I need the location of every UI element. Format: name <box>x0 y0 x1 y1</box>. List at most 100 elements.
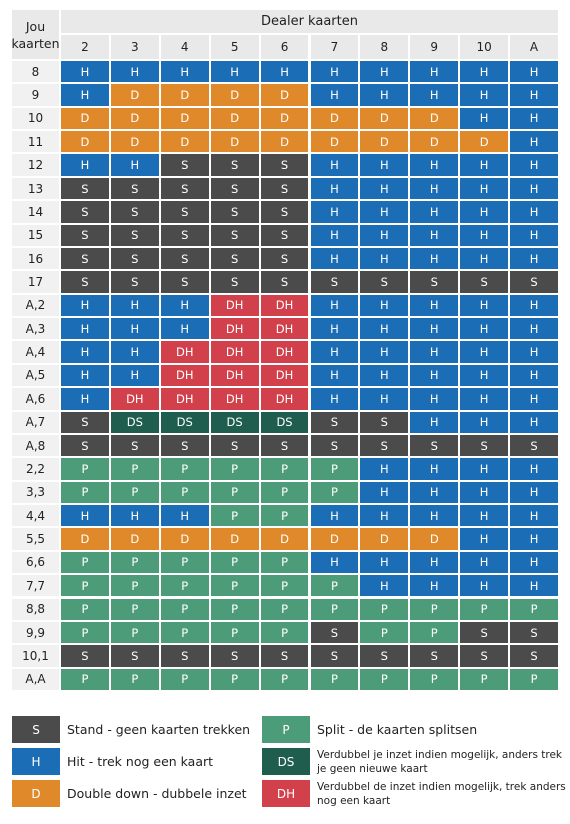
cell: P <box>61 598 109 620</box>
cell: S <box>260 201 309 223</box>
cell: S <box>460 271 509 293</box>
cell: S <box>61 645 109 667</box>
cell: S <box>160 271 209 293</box>
row-label: 13 <box>12 177 59 200</box>
cell: H <box>460 341 509 363</box>
cell: S <box>460 434 509 457</box>
cell: S <box>160 247 209 270</box>
cell: H <box>160 294 209 317</box>
row-label: A,A <box>12 668 59 690</box>
cell: P <box>210 668 259 690</box>
cell: P <box>110 575 159 597</box>
cell: H <box>410 388 459 410</box>
cell: H <box>510 154 558 176</box>
row-label: 10,1 <box>12 645 59 667</box>
cell: H <box>360 154 409 176</box>
cell: H <box>310 505 359 527</box>
cell: H <box>510 201 558 223</box>
cell: S <box>260 434 309 457</box>
cell: S <box>210 154 259 176</box>
cell: D <box>310 107 359 130</box>
cell: H <box>360 388 409 410</box>
cell: H <box>61 61 109 83</box>
cell: H <box>310 224 359 246</box>
cell: H <box>460 318 509 340</box>
cell: H <box>460 84 509 106</box>
cell: DH <box>160 364 209 387</box>
row-label: 12 <box>12 154 59 176</box>
cell: S <box>510 434 558 457</box>
column-header: 7 <box>310 35 359 59</box>
cell: P <box>310 481 359 504</box>
cell: DH <box>110 388 159 410</box>
cell: DS <box>260 411 309 433</box>
cell: S <box>360 411 409 433</box>
cell: D <box>260 84 309 106</box>
cell: H <box>310 294 359 317</box>
legend-text: Hit - trek nog een kaart <box>67 753 214 769</box>
cell: P <box>210 621 259 644</box>
column-header: 8 <box>360 35 409 59</box>
cell: H <box>510 458 558 480</box>
cell: P <box>410 668 459 690</box>
cell: P <box>210 505 259 527</box>
row-label: A,8 <box>12 434 59 457</box>
row-label: A,3 <box>12 318 59 340</box>
cell: H <box>110 318 159 340</box>
cell: H <box>460 224 509 246</box>
cell: P <box>110 481 159 504</box>
cell: P <box>310 598 359 620</box>
cell: S <box>310 434 359 457</box>
cell: P <box>260 598 309 620</box>
cell: H <box>410 551 459 574</box>
cell: S <box>310 271 359 293</box>
cell: P <box>61 551 109 574</box>
cell: D <box>160 528 209 550</box>
cell: S <box>110 201 159 223</box>
cell: D <box>110 107 159 130</box>
cell: S <box>160 645 209 667</box>
cell: H <box>410 411 459 433</box>
cell: H <box>460 107 509 130</box>
cell: P <box>260 458 309 480</box>
cell: P <box>460 598 509 620</box>
cell: P <box>110 458 159 480</box>
cell: H <box>310 341 359 363</box>
cell: P <box>110 668 159 690</box>
cell: H <box>360 61 409 83</box>
cell: H <box>160 505 209 527</box>
cell: S <box>61 411 109 433</box>
cell: H <box>410 84 459 106</box>
cell: S <box>160 154 209 176</box>
cell: H <box>110 341 159 363</box>
cell: H <box>310 201 359 223</box>
cell: S <box>210 434 259 457</box>
cell: H <box>410 247 459 270</box>
cell: D <box>210 107 259 130</box>
row-label: 17 <box>12 271 59 293</box>
cell: H <box>510 84 558 106</box>
cell: H <box>61 318 109 340</box>
cell: D <box>410 107 459 130</box>
cell: H <box>310 318 359 340</box>
cell: S <box>110 434 159 457</box>
cell: D <box>310 131 359 153</box>
cell: H <box>510 341 558 363</box>
cell: DH <box>210 388 259 410</box>
cell: D <box>61 528 109 550</box>
cell: D <box>210 84 259 106</box>
cell: H <box>460 528 509 550</box>
cell: H <box>510 505 558 527</box>
cell: P <box>61 668 109 690</box>
cell: D <box>160 107 209 130</box>
row-label: 8,8 <box>12 598 59 620</box>
row-label: 15 <box>12 224 59 246</box>
cell: H <box>110 154 159 176</box>
cell: H <box>460 505 509 527</box>
cell: S <box>110 247 159 270</box>
cell: H <box>460 294 509 317</box>
row-label: 2,2 <box>12 458 59 480</box>
cell: DH <box>260 318 309 340</box>
legend-text: Verdubbel je inzet indien mogelijk, ande… <box>317 748 563 775</box>
column-header: 3 <box>110 35 159 59</box>
